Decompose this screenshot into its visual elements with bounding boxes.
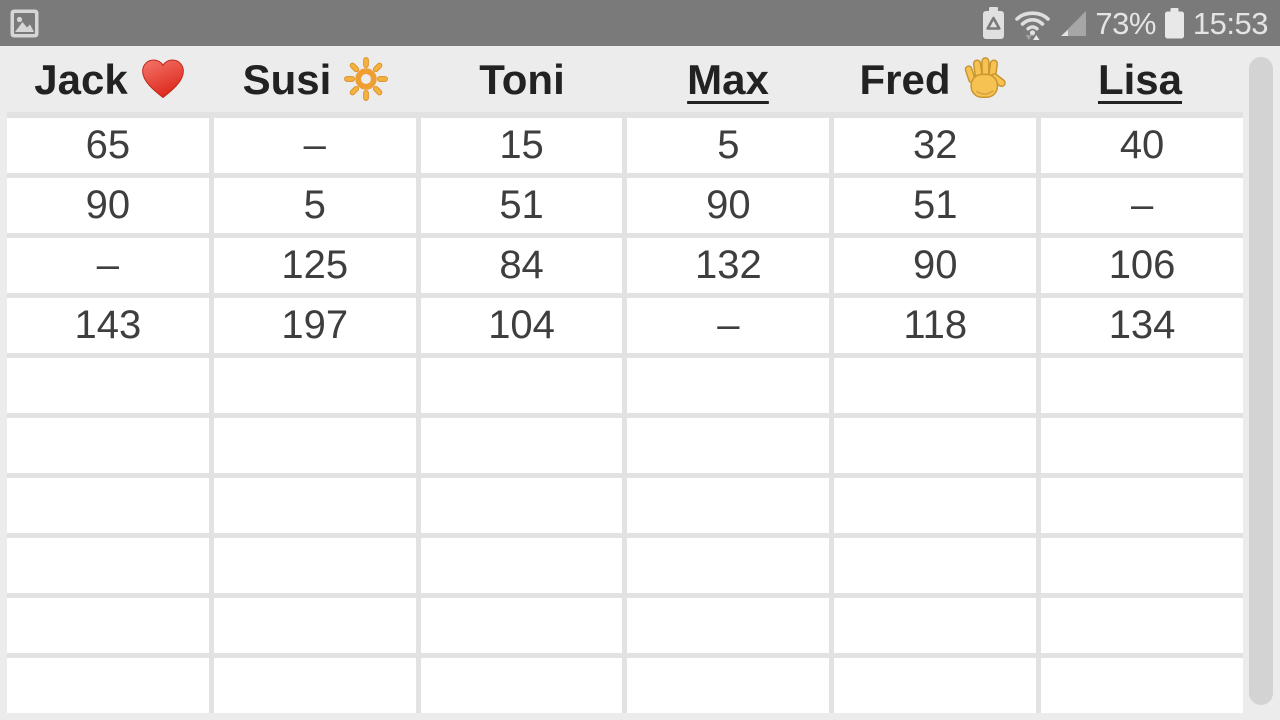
column-header-susi[interactable]: Susi xyxy=(213,46,419,112)
screenshot-thumbnail-icon xyxy=(10,9,39,37)
column-header-jack[interactable]: Jack xyxy=(7,46,213,112)
table-cell[interactable] xyxy=(213,358,416,413)
table-cell[interactable]: 90 xyxy=(834,238,1037,293)
battery-icon xyxy=(1164,7,1184,38)
table-cell[interactable]: 51 xyxy=(420,178,623,233)
table-cell[interactable]: 32 xyxy=(834,118,1037,173)
table-cell[interactable] xyxy=(213,418,416,473)
hand-icon xyxy=(964,57,1006,99)
column-header-label: Jack xyxy=(34,56,128,103)
table-cell[interactable] xyxy=(7,658,209,713)
table-cell[interactable] xyxy=(7,598,209,653)
column-header-label: Max xyxy=(687,56,769,103)
battery-percent-label: 73% xyxy=(1095,5,1156,41)
table-cell[interactable]: 132 xyxy=(627,238,830,293)
table-cell[interactable] xyxy=(834,358,1037,413)
table-cell[interactable] xyxy=(7,538,209,593)
table-cell[interactable] xyxy=(420,418,623,473)
table-cell[interactable] xyxy=(7,418,209,473)
cell-signal-icon xyxy=(1061,10,1087,36)
table-cell[interactable]: 90 xyxy=(7,178,209,233)
table-cell[interactable]: – xyxy=(213,118,416,173)
column-header-label: Susi xyxy=(242,56,332,103)
table-cell[interactable] xyxy=(627,358,830,413)
table-cell[interactable] xyxy=(834,598,1037,653)
status-bar-right: 73% 15:53 xyxy=(982,5,1269,41)
table-cell[interactable] xyxy=(1041,478,1243,533)
table-cell[interactable] xyxy=(213,478,416,533)
table-cell[interactable] xyxy=(213,538,416,593)
table-cell[interactable]: 90 xyxy=(627,178,830,233)
table-cell[interactable]: 84 xyxy=(420,238,623,293)
table-cell[interactable] xyxy=(627,418,830,473)
table-grid: 65 – 15 5 32 40 90 5 51 90 51 – – 125 84… xyxy=(7,112,1243,713)
table-cell[interactable]: – xyxy=(7,238,209,293)
table-cell[interactable]: – xyxy=(1041,178,1243,233)
table-cell[interactable] xyxy=(1041,538,1243,593)
table-cell[interactable] xyxy=(834,658,1037,713)
table-cell[interactable] xyxy=(627,598,830,653)
table-cell[interactable] xyxy=(834,478,1037,533)
table-cell[interactable]: 15 xyxy=(420,118,623,173)
table-header-row: Jack Susi xyxy=(7,46,1243,112)
table-cell[interactable]: 5 xyxy=(627,118,830,173)
column-header-label: Fred xyxy=(859,56,951,103)
column-header-label: Lisa xyxy=(1097,56,1183,103)
column-header-fred[interactable]: Fred xyxy=(831,46,1037,112)
table-cell[interactable] xyxy=(7,478,209,533)
table-cell[interactable] xyxy=(1041,598,1243,653)
table-cell[interactable]: 106 xyxy=(1041,238,1243,293)
table-cell[interactable] xyxy=(627,658,830,713)
table-cell[interactable] xyxy=(420,358,623,413)
heart-icon xyxy=(141,59,184,99)
table-cell[interactable] xyxy=(1041,358,1243,413)
vertical-scrollbar[interactable] xyxy=(1249,57,1273,705)
table-cell[interactable] xyxy=(7,358,209,413)
column-header-max[interactable]: Max xyxy=(625,46,831,112)
table-cell[interactable]: 143 xyxy=(7,298,209,353)
table-cell[interactable] xyxy=(420,598,623,653)
table-cell[interactable]: 5 xyxy=(213,178,416,233)
table-cell[interactable]: 197 xyxy=(213,298,416,353)
status-bar: 73% 15:53 xyxy=(0,0,1280,46)
table-cell[interactable]: 134 xyxy=(1041,298,1243,353)
column-header-label: Toni xyxy=(479,56,565,103)
column-header-toni[interactable]: Toni xyxy=(419,46,625,112)
table-cell[interactable]: – xyxy=(627,298,830,353)
table-cell[interactable] xyxy=(1041,418,1243,473)
sun-icon xyxy=(344,57,389,101)
column-header-lisa[interactable]: Lisa xyxy=(1037,46,1243,112)
table-cell[interactable] xyxy=(213,658,416,713)
table-cell[interactable] xyxy=(213,598,416,653)
table-cell[interactable] xyxy=(420,538,623,593)
table-cell[interactable] xyxy=(627,478,830,533)
clock-label: 15:53 xyxy=(1192,5,1269,41)
table-cell[interactable]: 51 xyxy=(834,178,1037,233)
table-cell[interactable] xyxy=(834,418,1037,473)
table-cell[interactable]: 65 xyxy=(7,118,209,173)
table-cell[interactable]: 125 xyxy=(213,238,416,293)
table-cell[interactable]: 40 xyxy=(1041,118,1243,173)
table-cell[interactable] xyxy=(420,658,623,713)
table-cell[interactable] xyxy=(420,478,623,533)
table-cell[interactable] xyxy=(1041,658,1243,713)
table-cell[interactable] xyxy=(834,538,1037,593)
table-cell[interactable] xyxy=(627,538,830,593)
wifi-activity-icon xyxy=(1015,11,1051,40)
table-cell[interactable]: 104 xyxy=(420,298,623,353)
table-cell[interactable]: 118 xyxy=(834,298,1037,353)
power-saving-icon xyxy=(983,6,1005,39)
